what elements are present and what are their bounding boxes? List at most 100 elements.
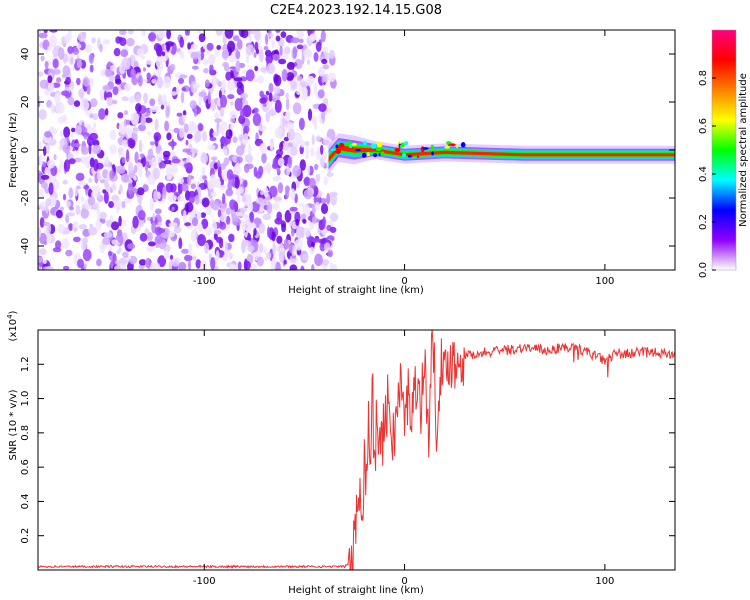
noise-blob bbox=[219, 221, 227, 230]
signal-speckle bbox=[349, 143, 353, 148]
noise-blob bbox=[108, 245, 113, 252]
noise-blob bbox=[324, 242, 331, 251]
noise-blob bbox=[123, 197, 132, 204]
noise-blob bbox=[234, 176, 240, 189]
noise-blob bbox=[195, 259, 202, 269]
colorbar-tick-label: 0.0 bbox=[698, 262, 709, 278]
noise-blob bbox=[109, 144, 117, 155]
noise-blob bbox=[260, 66, 267, 73]
noise-blob bbox=[97, 172, 102, 181]
noise-blob bbox=[190, 229, 197, 243]
noise-blob bbox=[259, 142, 268, 154]
noise-blob bbox=[57, 223, 65, 234]
noise-blob bbox=[326, 172, 334, 178]
noise-blob bbox=[214, 112, 220, 119]
noise-blob bbox=[166, 30, 171, 40]
noise-blob bbox=[96, 258, 102, 267]
noise-blob bbox=[212, 78, 217, 88]
noise-blob bbox=[178, 237, 183, 250]
noise-blob bbox=[89, 53, 94, 61]
noise-blob bbox=[237, 39, 243, 50]
noise-blob bbox=[177, 181, 183, 195]
noise-blob bbox=[146, 131, 152, 136]
noise-blob bbox=[88, 177, 93, 183]
noise-blob bbox=[210, 55, 216, 61]
noise-blob bbox=[217, 166, 222, 178]
noise-blob bbox=[39, 248, 47, 256]
noise-blob bbox=[104, 68, 112, 78]
noise-blob bbox=[179, 74, 188, 79]
noise-blob bbox=[245, 195, 252, 204]
noise-blob bbox=[220, 94, 227, 108]
noise-blob bbox=[130, 112, 140, 125]
snr-series-line bbox=[38, 330, 675, 570]
noise-blob bbox=[133, 126, 139, 134]
noise-blob bbox=[207, 181, 216, 189]
noise-blob bbox=[125, 149, 130, 163]
noise-blob bbox=[213, 229, 222, 235]
noise-blob bbox=[329, 262, 334, 270]
noise-blob bbox=[215, 236, 223, 244]
noise-blob bbox=[268, 92, 273, 102]
noise-blob bbox=[39, 232, 47, 245]
noise-blob bbox=[48, 34, 58, 48]
noise-blob bbox=[198, 123, 204, 132]
noise-blob bbox=[102, 236, 111, 246]
noise-blob bbox=[178, 177, 184, 185]
noise-blob bbox=[296, 30, 304, 40]
noise-blob bbox=[44, 88, 50, 96]
noise-blob bbox=[254, 30, 261, 41]
noise-blob bbox=[127, 137, 134, 148]
noise-blob bbox=[47, 75, 53, 84]
noise-blob bbox=[281, 69, 288, 82]
noise-blob bbox=[75, 204, 81, 216]
noise-blob bbox=[217, 160, 221, 169]
noise-blob bbox=[188, 190, 196, 199]
noise-blob bbox=[235, 211, 245, 217]
noise-blob bbox=[302, 227, 311, 238]
noise-blob bbox=[252, 78, 259, 83]
noise-blob bbox=[224, 30, 234, 39]
noise-blob bbox=[68, 187, 74, 199]
noise-blob bbox=[307, 108, 313, 121]
noise-blob bbox=[146, 72, 151, 80]
noise-blob bbox=[120, 49, 129, 58]
noise-blob bbox=[268, 82, 274, 93]
noise-blob bbox=[121, 96, 129, 102]
noise-blob bbox=[209, 128, 214, 139]
noise-blob bbox=[319, 118, 324, 125]
noise-blob bbox=[99, 211, 107, 220]
noise-blob bbox=[202, 44, 208, 50]
noise-blob bbox=[284, 210, 292, 223]
noise-blob bbox=[253, 227, 257, 236]
noise-blob bbox=[222, 193, 226, 205]
noise-blob bbox=[45, 266, 54, 270]
noise-blob bbox=[153, 43, 161, 52]
snr-panel: -100 0 100 0.2 0.4 0.6 0.8 1.0 1.2 Height of st… bbox=[6, 310, 676, 596]
noise-blob bbox=[107, 61, 112, 68]
noise-blob bbox=[273, 196, 282, 201]
noise-blob bbox=[141, 155, 146, 168]
noise-blob bbox=[141, 30, 147, 37]
signal-speckle bbox=[330, 148, 337, 151]
noise-blob bbox=[200, 212, 207, 218]
noise-blob bbox=[152, 167, 160, 180]
noise-blob bbox=[187, 42, 192, 50]
noise-blob bbox=[82, 237, 89, 244]
noise-blob bbox=[263, 164, 272, 172]
noise-blob bbox=[182, 148, 191, 153]
noise-blob bbox=[171, 206, 175, 211]
noise-blob bbox=[52, 58, 59, 69]
noise-blob bbox=[151, 78, 157, 84]
noise-blob bbox=[42, 259, 47, 264]
signal-speckle bbox=[422, 147, 429, 150]
noise-blob bbox=[207, 91, 211, 105]
noise-blob bbox=[96, 208, 101, 220]
noise-blob bbox=[310, 147, 315, 157]
noise-blob bbox=[267, 226, 271, 238]
noise-blob bbox=[235, 60, 241, 73]
noise-blob bbox=[178, 127, 185, 139]
noise-blob bbox=[289, 206, 298, 212]
noise-blob bbox=[77, 258, 84, 269]
noise-blob bbox=[38, 102, 41, 108]
